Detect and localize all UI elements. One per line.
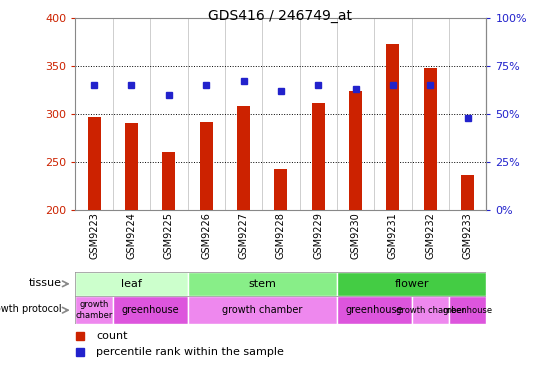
Bar bbox=[162, 152, 176, 210]
Bar bbox=[200, 122, 213, 210]
Text: percentile rank within the sample: percentile rank within the sample bbox=[96, 347, 284, 357]
Bar bbox=[386, 44, 400, 210]
Text: greenhouse: greenhouse bbox=[121, 305, 179, 315]
Bar bbox=[461, 175, 474, 210]
Bar bbox=[187, 272, 337, 296]
Bar bbox=[349, 91, 362, 210]
Bar bbox=[75, 296, 113, 324]
Bar bbox=[88, 117, 101, 210]
Text: tissue: tissue bbox=[29, 278, 61, 288]
Text: stem: stem bbox=[248, 279, 276, 289]
Bar bbox=[449, 296, 486, 324]
Text: flower: flower bbox=[395, 279, 429, 289]
Text: greenhouse: greenhouse bbox=[345, 305, 403, 315]
Bar bbox=[337, 272, 486, 296]
Bar bbox=[411, 296, 449, 324]
Bar bbox=[337, 296, 411, 324]
Bar bbox=[274, 169, 287, 210]
Bar bbox=[75, 272, 187, 296]
Text: growth
chamber: growth chamber bbox=[75, 300, 113, 320]
Text: count: count bbox=[96, 331, 127, 341]
Bar bbox=[237, 107, 250, 210]
Text: growth chamber: growth chamber bbox=[396, 306, 465, 315]
Bar bbox=[113, 296, 187, 324]
Text: growth protocol: growth protocol bbox=[0, 304, 61, 314]
Bar bbox=[125, 123, 138, 210]
Text: GDS416 / 246749_at: GDS416 / 246749_at bbox=[207, 9, 352, 23]
Text: leaf: leaf bbox=[121, 279, 142, 289]
Bar bbox=[312, 102, 325, 210]
Text: greenhouse: greenhouse bbox=[443, 306, 492, 315]
Bar bbox=[187, 296, 337, 324]
Bar bbox=[424, 68, 437, 210]
Text: growth chamber: growth chamber bbox=[222, 305, 302, 315]
